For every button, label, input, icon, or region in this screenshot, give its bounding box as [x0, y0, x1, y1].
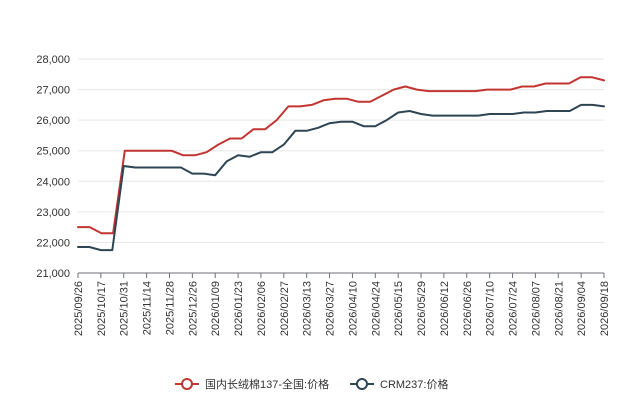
legend-circle-icon — [356, 378, 368, 390]
legend-item-1: 国内长绒棉137-全国:价格 — [175, 377, 329, 391]
x-tick-label: 2026/06/26 — [462, 281, 474, 336]
series-line-2 — [77, 103, 605, 252]
x-tick-label: 2026/03/27 — [325, 281, 337, 336]
x-tick-label: 2026/06/12 — [439, 281, 451, 336]
series-line-1 — [77, 76, 605, 235]
x-tick-label: 2025/09/26 — [73, 281, 85, 336]
x-tick-label: 2026/09/04 — [576, 281, 588, 336]
x-tick-label: 2026/05/15 — [393, 281, 405, 336]
legend-item-2: CRM237:价格 — [350, 377, 448, 391]
y-tick-label: 21,000 — [36, 268, 70, 280]
x-tick-label: 2026/07/10 — [485, 281, 497, 336]
y-tick-label: 25,000 — [36, 146, 70, 158]
x-tick-label: 2026/01/09 — [210, 281, 222, 336]
x-tick-label: 2026/04/24 — [370, 281, 382, 336]
x-tick-label: 2025/11/28 — [164, 281, 176, 335]
x-tick-label: 2025/10/17 — [96, 281, 108, 336]
x-tick-label: 2025/12/26 — [187, 281, 199, 336]
x-tick-label: 2026/03/13 — [302, 281, 314, 336]
x-tick-label: 2026/08/21 — [553, 281, 565, 336]
grid-lines — [78, 58, 604, 274]
y-tick-label: 22,000 — [36, 237, 70, 249]
x-tick-label: 2026/09/18 — [599, 281, 611, 336]
x-tick-label: 2026/04/10 — [347, 281, 359, 336]
x-tick-label: 2025/11/14 — [142, 281, 154, 335]
x-tick-label: 2026/08/07 — [530, 281, 542, 336]
x-tick-label: 2026/02/06 — [256, 281, 268, 336]
y-tick-label: 23,000 — [36, 207, 70, 219]
y-tick-label: 26,000 — [36, 115, 70, 127]
axes: 21,000 22,000 23,000 24,000 25,000 26,000 27,0… — [36, 54, 611, 336]
x-tick-label: 2026/02/27 — [279, 281, 291, 336]
x-tick-label: 2026/07/24 — [508, 281, 520, 336]
x-tick-label: 2026/01/23 — [233, 281, 245, 336]
x-tick-label: 2025/10/31 — [119, 281, 131, 336]
legend-label: CRM237:价格 — [380, 377, 448, 391]
legend: 国内长绒棉137-全国:价格 CRM237:价格 — [175, 377, 448, 391]
x-tick-label: 2026/05/29 — [416, 281, 428, 336]
y-tick-label: 27,000 — [36, 85, 70, 97]
legend-label: 国内长绒棉137-全国:价格 — [205, 377, 329, 391]
y-tick-label: 24,000 — [36, 176, 70, 188]
series-lines — [77, 76, 605, 252]
legend-circle-icon — [181, 378, 193, 390]
y-tick-label: 28,000 — [36, 54, 70, 66]
